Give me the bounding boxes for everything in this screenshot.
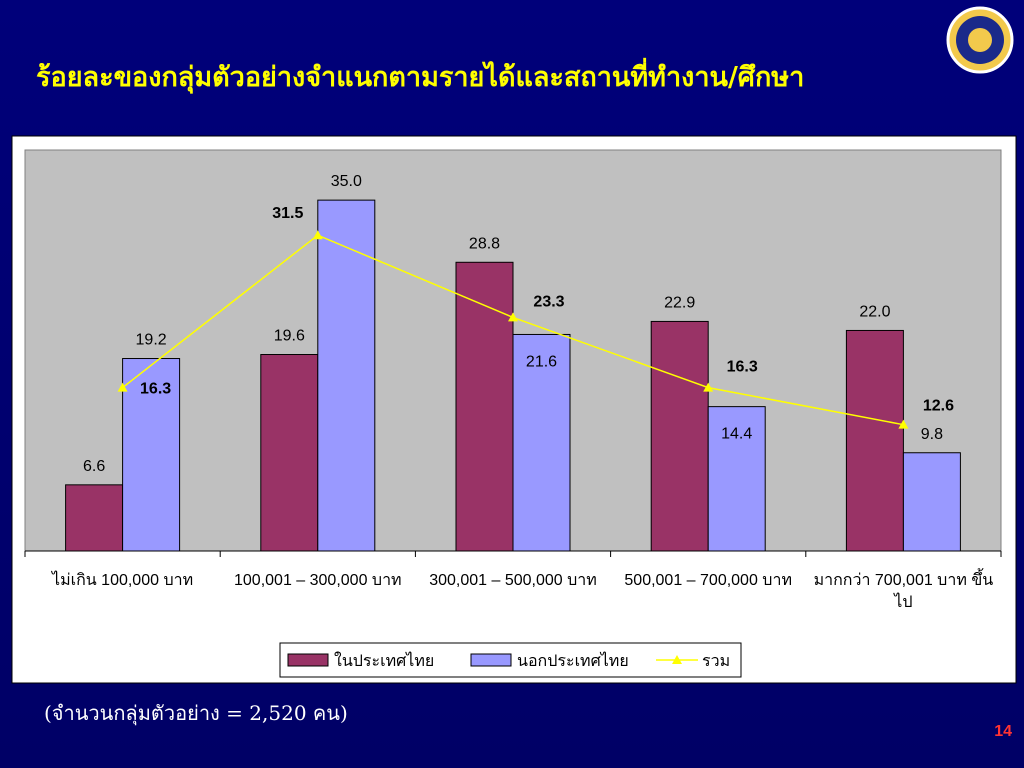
- legend-label: ในประเทศไทย: [334, 651, 434, 670]
- bar: [455, 261, 514, 552]
- legend-swatch: [287, 653, 329, 667]
- bar-value-label: 9.8: [921, 426, 943, 443]
- bar: [317, 199, 376, 552]
- bar-value-label: 35.0: [331, 173, 362, 190]
- line-marker: [898, 419, 909, 429]
- line-marker: [703, 382, 714, 392]
- logo: [946, 6, 1014, 74]
- bar: [122, 358, 181, 552]
- bar-value-label: 22.9: [664, 294, 695, 311]
- bar-value-label: 28.8: [469, 235, 500, 252]
- footnote: (จำนวนกลุ่มตัวอย่าง = 2,520 คน): [44, 701, 348, 726]
- legend-label: นอกประเทศไทย: [517, 651, 629, 670]
- line-value-label: 23.3: [533, 293, 564, 310]
- legend-label: รวม: [702, 653, 730, 670]
- x-tick-label: 100,001 – 300,000 บาท: [234, 572, 402, 589]
- bar-value-label: 21.6: [526, 353, 557, 370]
- bar-value-label: 14.4: [721, 426, 752, 443]
- line-marker: [312, 230, 323, 240]
- legend-swatch: [470, 653, 512, 667]
- bar: [512, 333, 571, 552]
- bar-value-label: 19.6: [274, 328, 305, 345]
- legend-swatch-marker: [672, 655, 682, 664]
- line-value-label: 12.6: [923, 398, 954, 415]
- bar: [845, 329, 904, 552]
- line-marker: [508, 312, 518, 322]
- page-number: 14: [994, 723, 1012, 740]
- line-marker: [117, 382, 128, 392]
- slide-title: ร้อยละของกลุ่มตัวอย่างจำแนกตามรายได้และส…: [36, 57, 804, 94]
- x-tick-label: 500,001 – 700,000 บาท: [624, 572, 792, 589]
- bar: [650, 320, 709, 552]
- line-value-label: 31.5: [272, 205, 303, 222]
- bar: [707, 406, 766, 552]
- line-value-label: 16.3: [140, 381, 171, 398]
- x-tick-label: 300,001 – 500,000 บาท: [429, 572, 597, 589]
- bar-value-label: 6.6: [83, 458, 105, 475]
- bar: [902, 452, 961, 552]
- x-tick-label: มากกว่า 700,001 บาท ขึ้นไป: [813, 572, 994, 611]
- line-value-label: 16.3: [727, 359, 758, 376]
- bar: [260, 354, 319, 552]
- x-tick-label: ไม่เกิน 100,000 บาท: [52, 572, 194, 589]
- bar: [65, 484, 124, 552]
- bar-value-label: 19.2: [136, 332, 167, 349]
- bar-value-label: 22.0: [859, 303, 890, 320]
